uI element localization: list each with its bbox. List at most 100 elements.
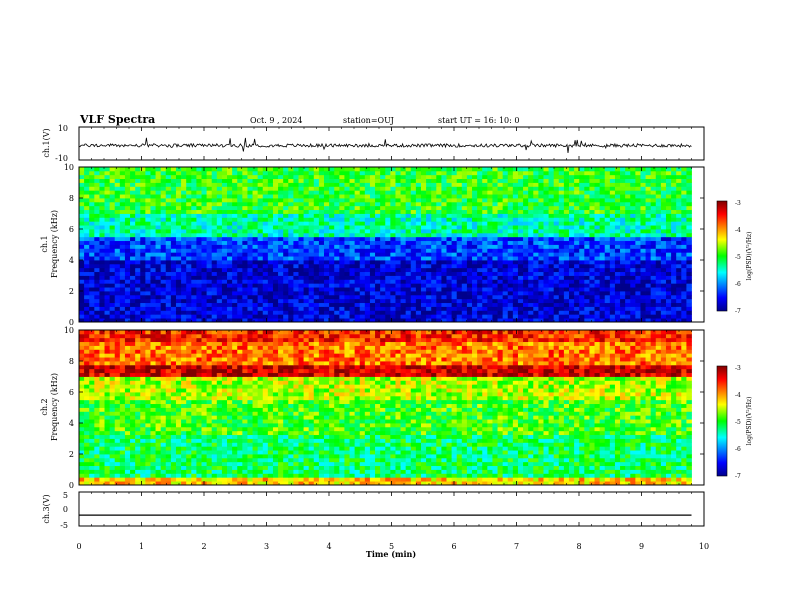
spectrogram-cell — [232, 244, 238, 249]
spectrogram-cell — [170, 240, 177, 245]
spectrogram-cell — [114, 294, 121, 300]
spectrogram-cell — [303, 310, 310, 315]
spectrogram-cell — [278, 279, 284, 284]
spectrogram-cell — [579, 275, 585, 280]
spectrogram-cell — [165, 236, 172, 242]
spectrogram-cell — [196, 275, 202, 280]
spectrogram-cell — [584, 194, 590, 199]
spectrogram-cell — [543, 213, 549, 218]
spectrogram-cell — [130, 240, 136, 245]
spectrogram-cell — [553, 279, 560, 284]
spectrogram-cell — [569, 186, 575, 191]
spectrogram-cell — [339, 236, 345, 242]
spectrogram-cell — [186, 229, 192, 234]
spectrogram-cell — [645, 236, 652, 242]
spectrogram-cell — [472, 252, 478, 257]
spectrogram-cell — [528, 287, 534, 292]
spectrogram-cell — [671, 194, 677, 199]
spectrogram-cell — [599, 294, 606, 300]
spectrogram-cell — [124, 263, 131, 269]
spectrogram-cell — [334, 267, 340, 273]
spectrogram-cell — [655, 244, 662, 249]
spectrogram-cell — [170, 279, 177, 284]
spectrogram-cell — [640, 201, 646, 207]
spectrogram-cell — [170, 174, 177, 180]
spectrogram-cell — [558, 221, 565, 226]
spectrogram-cell — [620, 198, 626, 203]
spectrogram-cell — [466, 302, 473, 307]
spectrogram-cell — [441, 302, 447, 307]
spectrogram-cell — [574, 201, 580, 207]
spectrogram-cell — [114, 232, 121, 238]
spectrogram-cell — [130, 232, 136, 238]
spectrogram-cell — [461, 232, 468, 238]
spectrogram-cell — [400, 318, 407, 323]
spectrogram-cell — [451, 267, 458, 273]
spectrogram-cell — [681, 283, 687, 288]
spectrogram-cell — [186, 213, 192, 218]
spectrogram-cell — [400, 225, 407, 230]
spectrogram-cell — [329, 267, 335, 273]
spectrogram-cell — [242, 271, 248, 276]
spectrogram-cell — [186, 477, 192, 482]
spectrogram-cell — [640, 174, 646, 180]
spectrogram-cell — [650, 275, 657, 280]
spectrogram-cell — [288, 201, 294, 207]
spectrogram-cell — [334, 287, 340, 292]
spectrogram-cell — [533, 186, 539, 191]
spectrogram-cell — [579, 209, 585, 214]
spectrogram-cell — [426, 240, 432, 245]
spectrogram-cell — [313, 190, 320, 195]
spectrogram-cell — [79, 279, 85, 284]
spectrogram-cell — [293, 283, 299, 288]
spectrogram-cell — [165, 318, 172, 323]
spectrogram-cell — [160, 275, 167, 280]
spectrogram-cell — [252, 217, 259, 222]
spectrogram-cell — [124, 287, 131, 292]
spectrogram-cell — [313, 170, 320, 176]
spectrogram-cell — [528, 232, 534, 238]
spectrogram-cell — [196, 294, 202, 300]
spectrogram-cell — [99, 244, 105, 249]
spectrogram-cell — [660, 167, 667, 172]
spectrogram-cell — [170, 318, 177, 323]
spectrogram-cell — [466, 186, 473, 191]
spectrogram-cell — [247, 232, 253, 238]
spectrogram-cell — [114, 225, 121, 230]
spectrogram-cell — [257, 186, 264, 191]
spectrogram-cell — [599, 302, 606, 307]
spectrogram-cell — [242, 291, 248, 296]
spectrogram-cell — [609, 310, 616, 315]
spectrogram-cell — [344, 252, 350, 257]
spectrogram-cell — [523, 225, 529, 230]
spectrogram-cell — [528, 298, 534, 304]
spectrogram-cell — [145, 186, 151, 191]
spectrogram-cell — [584, 221, 590, 226]
spectrogram-cell — [461, 298, 468, 304]
spectrogram-cell — [553, 198, 560, 203]
spectrogram-cell — [538, 194, 544, 199]
spectrogram-cell — [512, 283, 519, 288]
spectrogram-cell — [563, 186, 570, 191]
spectrogram-cell — [645, 205, 652, 211]
spectrogram-cell — [79, 232, 85, 238]
spectrogram-cell — [405, 271, 412, 276]
spectrogram-cell — [523, 279, 529, 284]
spectrogram-cell — [252, 232, 259, 238]
spectrogram-cell — [119, 481, 126, 486]
spectrogram-cell — [477, 221, 483, 226]
spectrogram-cell — [109, 190, 116, 195]
spectrogram-cell — [278, 178, 284, 183]
spectrogram-cell — [257, 209, 264, 214]
spectrogram-cell — [405, 279, 412, 284]
spectrogram-cell — [579, 190, 585, 195]
spectrogram-cell — [492, 314, 498, 319]
spectrogram-cell — [349, 240, 356, 245]
spectrogram-cell — [308, 318, 315, 323]
spectrogram-cell — [420, 232, 427, 238]
spectrogram-cell — [262, 306, 269, 311]
spectrogram-cell — [487, 294, 493, 300]
spectrogram-cell — [533, 248, 539, 253]
spectrogram-cell — [140, 260, 146, 265]
spectrogram-cell — [635, 217, 641, 222]
